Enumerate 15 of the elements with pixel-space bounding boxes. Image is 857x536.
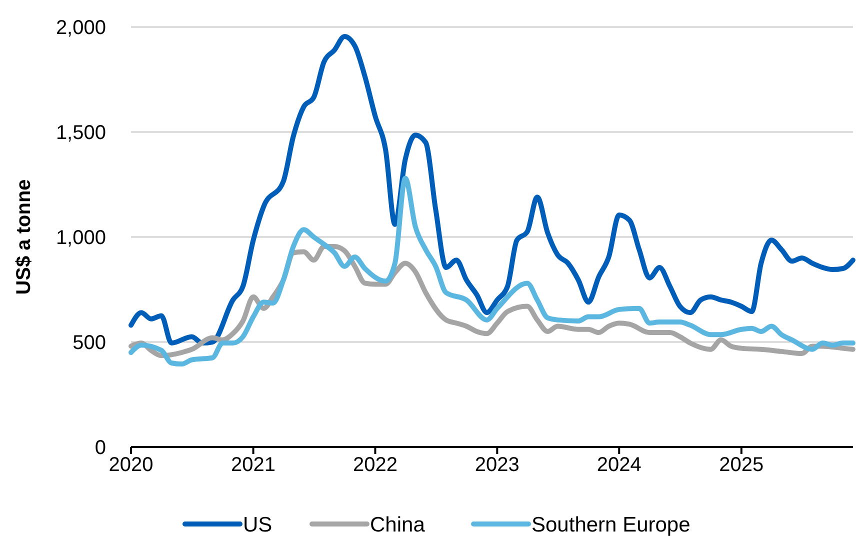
y-tick-label: 0 <box>94 437 106 459</box>
x-tick-label: 2020 <box>108 454 154 476</box>
legend-label: China <box>370 513 426 536</box>
x-tick-label: 2023 <box>474 454 520 476</box>
legend-label: Southern Europe <box>532 513 690 536</box>
x-tick-label: 2022 <box>352 454 398 476</box>
legend-label: US <box>243 513 272 536</box>
x-tick-label: 2021 <box>231 454 276 476</box>
y-tick-label: 1,000 <box>56 227 106 249</box>
y-axis-title: US$ a tonne <box>13 179 35 295</box>
y-tick-label: 1,500 <box>56 122 106 144</box>
y-tick-label: 500 <box>72 332 106 354</box>
x-tick-label: 2024 <box>596 454 642 476</box>
y-tick-label: 2,000 <box>56 17 106 39</box>
x-tick-label: 2025 <box>719 454 764 476</box>
